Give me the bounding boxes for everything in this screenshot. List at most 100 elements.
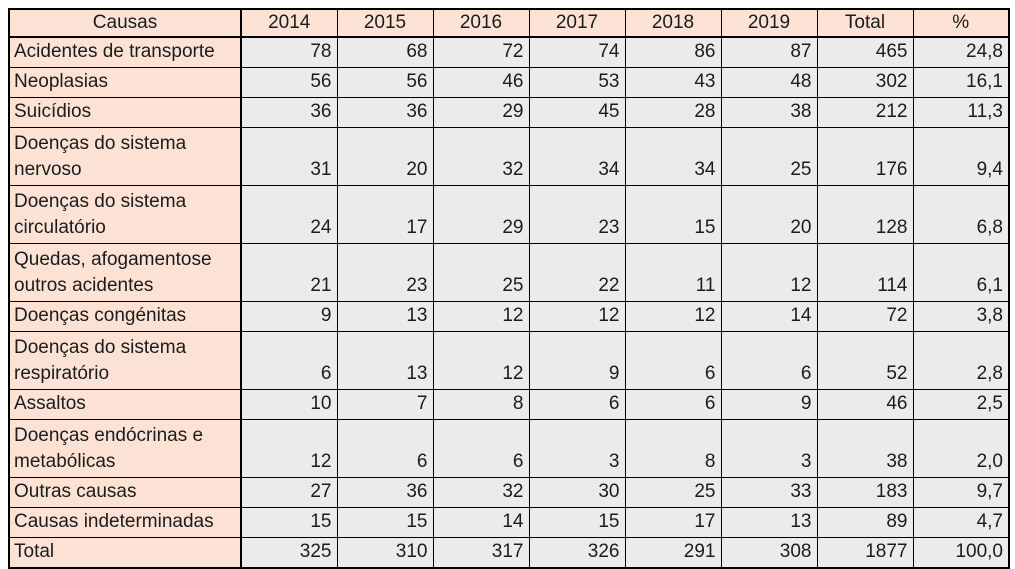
row-label: Suicídios [8,97,242,128]
column-header-total: Total [816,8,914,38]
cell-value: 12 [432,331,530,390]
cell-value: 36 [240,97,338,128]
cell-value: 38 [816,419,914,478]
cell-value: 22 [528,243,626,302]
cell-value: 43 [624,67,722,98]
cell-value: 212 [816,97,914,128]
cell-value: 72 [816,301,914,332]
cell-value: 28 [624,97,722,128]
row-label: Doenças do sistema circulatório [8,185,242,244]
cell-value: 29 [432,97,530,128]
mortality-causes-table-container: Causas 2014 2015 2016 2017 2018 2019 Total% Aci… [8,8,1010,569]
cell-value: 12 [720,243,818,302]
cell-value: 7 [336,389,434,420]
cell-value: 38 [720,97,818,128]
cell-value: 14 [720,301,818,332]
cell-value: 20 [336,127,434,186]
row-label: Doenças congénitas [8,301,242,332]
row-label: Neoplasias [8,67,242,98]
cell-value: 16,1 [912,67,1010,98]
cell-value: 6 [624,389,722,420]
cell-value: 114 [816,243,914,302]
column-header-2019: 2019 [720,8,818,38]
row-label: Doenças do sistema respiratório [8,331,242,390]
cell-value: 4,7 [912,507,1010,538]
cell-value: 10 [240,389,338,420]
cell-value: 45 [528,97,626,128]
table-row: Doenças do sistema nervoso 31 20 32 34 34 25 17… [8,127,1010,186]
column-header-2015: 2015 [336,8,434,38]
mortality-causes-table: Causas 2014 2015 2016 2017 2018 2019 Total% Aci… [8,8,1010,569]
table-row: Neoplasias 56 56 46 53 43 48 302 16,1 [8,67,1010,98]
cell-value: 310 [336,537,434,569]
cell-value: 17 [336,185,434,244]
cell-value: 13 [336,331,434,390]
column-header-2016: 2016 [432,8,530,38]
cell-value: 11 [624,243,722,302]
cell-value: 2,8 [912,331,1010,390]
column-header-2017: 2017 [528,8,626,38]
row-label: Doenças do sistema nervoso [8,127,242,186]
cell-value: 34 [528,127,626,186]
cell-value: 23 [336,243,434,302]
cell-value: 8 [624,419,722,478]
cell-value: 32 [432,477,530,508]
cell-value: 24,8 [912,36,1010,68]
cell-value: 56 [336,67,434,98]
cell-value: 13 [336,301,434,332]
table-header: Causas 2014 2015 2016 2017 2018 2019 Total% [8,8,1010,38]
cell-value: 2,5 [912,389,1010,420]
cell-value: 9,7 [912,477,1010,508]
cell-value: 1877 [816,537,914,569]
table-row: Acidentes de transporte 78 68 72 74 86 87 465 24… [8,36,1010,68]
row-label: Assaltos [8,389,242,420]
cell-value: 89 [816,507,914,538]
cell-value: 12 [240,419,338,478]
cell-value: 27 [240,477,338,508]
cell-value: 24 [240,185,338,244]
cell-value: 17 [624,507,722,538]
cell-value: 6 [528,389,626,420]
table-body: Acidentes de transporte 78 68 72 74 86 87 465 24… [8,36,1010,569]
table-row: Causas indeterminadas 15 15 14 15 17 13 89 4,7 [8,507,1010,538]
cell-value: 6 [624,331,722,390]
cell-value: 87 [720,36,818,68]
row-label: Doenças endócrinas e metabólicas [8,419,242,478]
table-row: Quedas, afogamentose outros acidentes 21 2… [8,243,1010,302]
table-row: Assaltos 10 7 8 6 6 9 46 2,5 [8,389,1010,420]
cell-value: 53 [528,67,626,98]
cell-value: 9 [240,301,338,332]
column-header-causas: Causas [8,8,242,38]
cell-value: 6,8 [912,185,1010,244]
cell-value: 9 [528,331,626,390]
row-label: Causas indeterminadas [8,507,242,538]
table-row: Doenças do sistema circulatório 24 17 29 23 1… [8,185,1010,244]
cell-value: 3,8 [912,301,1010,332]
cell-value: 48 [720,67,818,98]
cell-value: 9 [720,389,818,420]
cell-value: 128 [816,185,914,244]
cell-value: 465 [816,36,914,68]
cell-value: 23 [528,185,626,244]
table-row: Suicídios 36 36 29 45 28 38 212 11,3 [8,97,1010,128]
cell-value: 11,3 [912,97,1010,128]
cell-value: 3 [528,419,626,478]
cell-value: 78 [240,36,338,68]
cell-value: 325 [240,537,338,569]
cell-value: 25 [720,127,818,186]
cell-value: 6 [720,331,818,390]
cell-value: 2,0 [912,419,1010,478]
table-row: Doenças congénitas 9 13 12 12 12 14 72 3,8 [8,301,1010,332]
cell-value: 25 [624,477,722,508]
row-label: Total [8,537,242,569]
total-row: Total 325 310 317 326 291 308 1877 100,0 [8,537,1010,569]
cell-value: 308 [720,537,818,569]
cell-value: 8 [432,389,530,420]
cell-value: 6 [336,419,434,478]
cell-value: 31 [240,127,338,186]
cell-value: 12 [528,301,626,332]
cell-value: 56 [240,67,338,98]
cell-value: 15 [336,507,434,538]
cell-value: 15 [528,507,626,538]
cell-value: 6 [432,419,530,478]
